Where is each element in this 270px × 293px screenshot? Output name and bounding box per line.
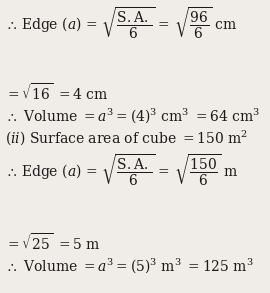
Text: $\therefore\!$ Edge $(a)$ = $\sqrt{\dfrac{\mathrm{S.A.}}{6}}$ = $\sqrt{\dfrac{15: $\therefore\!$ Edge $(a)$ = $\sqrt{\dfra… [5,152,239,188]
Text: $= \sqrt{25}$ $= 5$ m: $= \sqrt{25}$ $= 5$ m [5,232,101,253]
Text: $\therefore$ Volume $= a^3 = (5)^3$ m$^3$ $= 125$ m$^3$: $\therefore$ Volume $= a^3 = (5)^3$ m$^3… [5,256,254,275]
Text: $= \sqrt{16}$ $= 4$ cm: $= \sqrt{16}$ $= 4$ cm [5,82,109,103]
Text: $\therefore$ Volume $= a^3 = (4)^3$ cm$^3$ $= 64$ cm$^3$: $\therefore$ Volume $= a^3 = (4)^3$ cm$^… [5,106,261,125]
Text: $\therefore\!$ Edge $(a)$ = $\sqrt{\dfrac{\mathrm{S.A.}}{6}}$ = $\sqrt{\dfrac{96: $\therefore\!$ Edge $(a)$ = $\sqrt{\dfra… [5,5,238,41]
Text: $(ii)$ Surface area of cube $= 150$ m$^2$: $(ii)$ Surface area of cube $= 150$ m$^2… [5,128,248,147]
